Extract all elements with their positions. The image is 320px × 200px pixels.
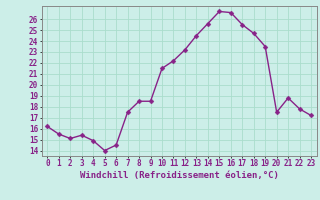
X-axis label: Windchill (Refroidissement éolien,°C): Windchill (Refroidissement éolien,°C) (80, 171, 279, 180)
